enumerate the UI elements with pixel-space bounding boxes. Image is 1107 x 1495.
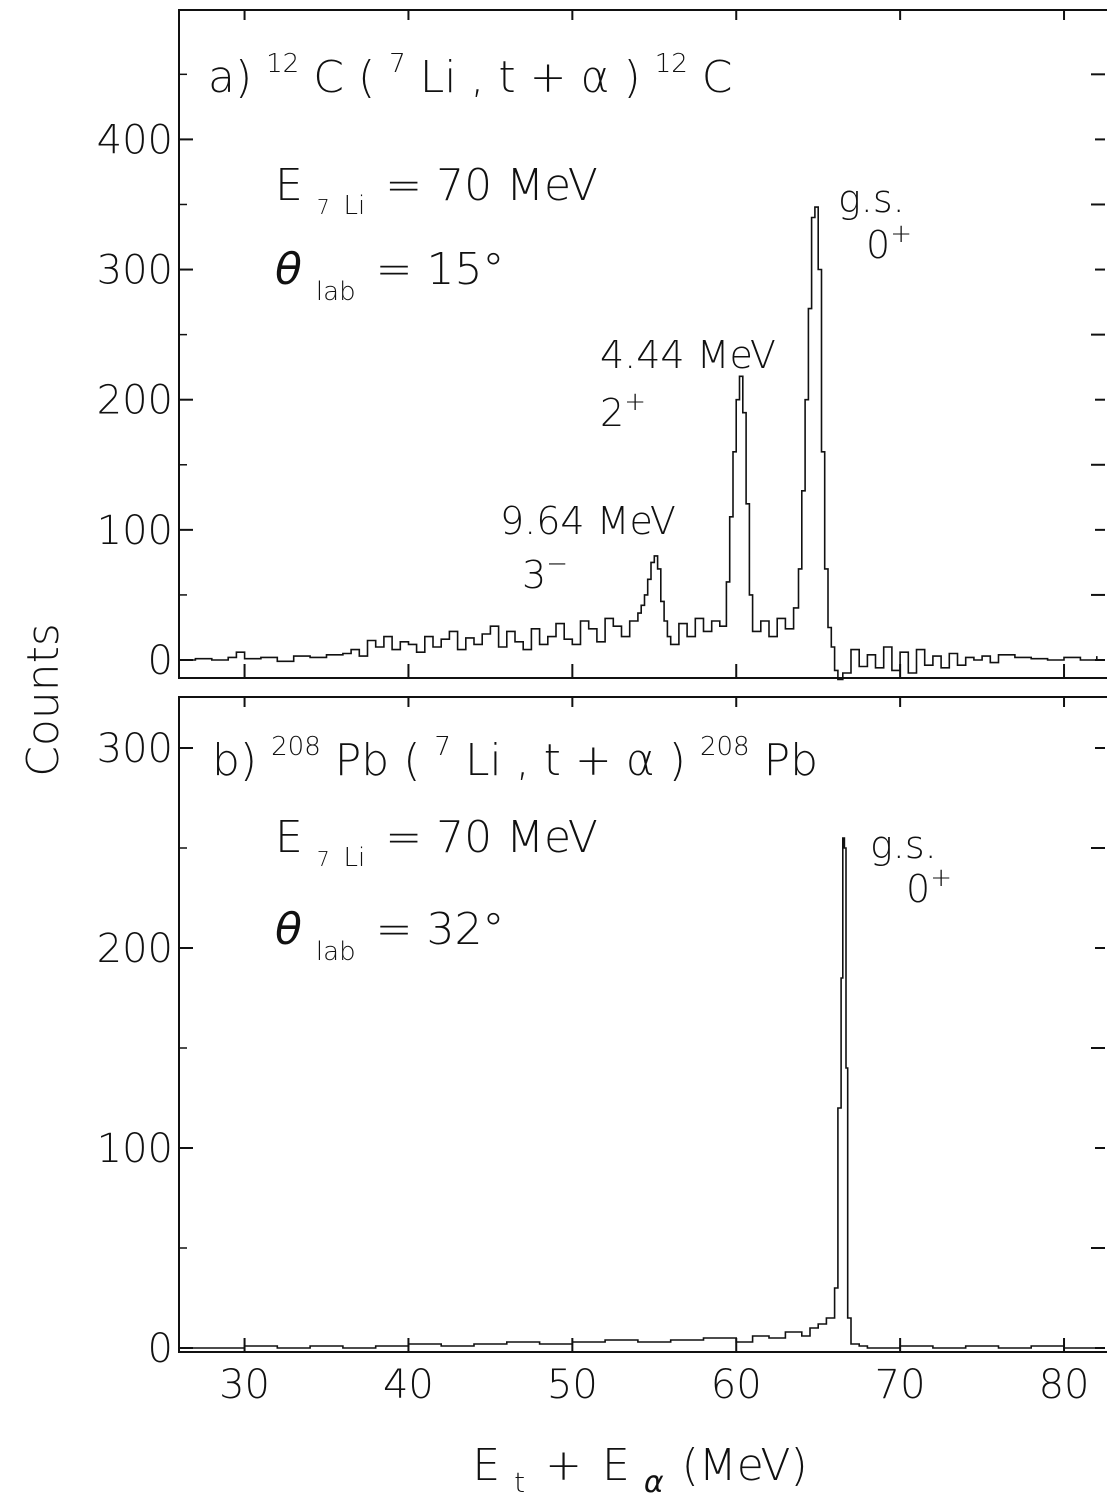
y-axis-title: Counts	[18, 623, 69, 777]
panel-b-reaction: b) 208 Pb ( 7 Li , t + α ) 208 Pb	[212, 715, 818, 786]
x-tick-label: 60	[711, 1362, 762, 1408]
x-tick-label: 30	[219, 1362, 270, 1408]
x-axis-title: E t + E α (MeV)	[472, 1440, 807, 1495]
panel-a-angle: θ lab = 15°	[275, 244, 504, 311]
peak-label-gs-spin: 0+	[866, 219, 912, 267]
y-tick-label: 400	[97, 117, 173, 163]
peak-label-964-energy: 9.64 MeV	[500, 499, 676, 543]
panel-b-y-ticks: 0 100 200 300	[97, 726, 1105, 1372]
peak-label-pb-gs-spin: 0+	[906, 863, 952, 911]
x-tick-label: 50	[547, 1362, 598, 1408]
y-tick-label: 100	[97, 1126, 173, 1172]
panel-a-frame	[178, 9, 1107, 679]
peak-label-gs-energy: g.s.	[838, 177, 905, 221]
peak-label-444-energy: 4.44 MeV	[600, 333, 776, 377]
peak-label-964-spin: 3−	[522, 549, 568, 597]
y-tick-label: 0	[148, 638, 173, 684]
panel-b-spectrum	[179, 837, 1097, 1349]
panel-b-beam-energy: E 7 Li = 70 MeV	[275, 812, 598, 877]
y-tick-label: 200	[97, 378, 173, 424]
panel-a-beam-energy: E 7 Li = 70 MeV	[275, 160, 598, 225]
y-tick-label: 300	[97, 726, 173, 772]
y-tick-label: 0	[148, 1326, 173, 1372]
panel-a: 0 100 200 300 400 a) 12 C ( 7 Li , t + α ) 1…	[97, 9, 1107, 684]
peak-label-444-spin: 2+	[600, 387, 646, 435]
y-tick-label: 100	[97, 508, 173, 554]
x-tick-label: 40	[383, 1362, 434, 1408]
panel-b: 0 100 200 300 30 40 50 60 70 80 b) 208 Pb ( 7 Li…	[97, 696, 1107, 1408]
panel-a-spectrum	[179, 206, 1098, 681]
panel-b-frame	[178, 696, 1107, 1353]
panel-b-angle: θ lab = 32°	[275, 904, 504, 971]
y-tick-label: 200	[97, 926, 173, 972]
panel-a-reaction: a) 12 C ( 7 Li , t + α ) 12 C	[208, 32, 733, 103]
peak-label-pb-gs-energy: g.s.	[870, 823, 937, 867]
panel-a-y-ticks: 0 100 200 300 400	[97, 10, 1105, 684]
panel-b-x-ticks: 30 40 50 60 70 80	[219, 697, 1089, 1408]
y-tick-label: 300	[97, 248, 173, 294]
x-tick-label: 70	[875, 1362, 926, 1408]
x-tick-label: 80	[1039, 1362, 1090, 1408]
